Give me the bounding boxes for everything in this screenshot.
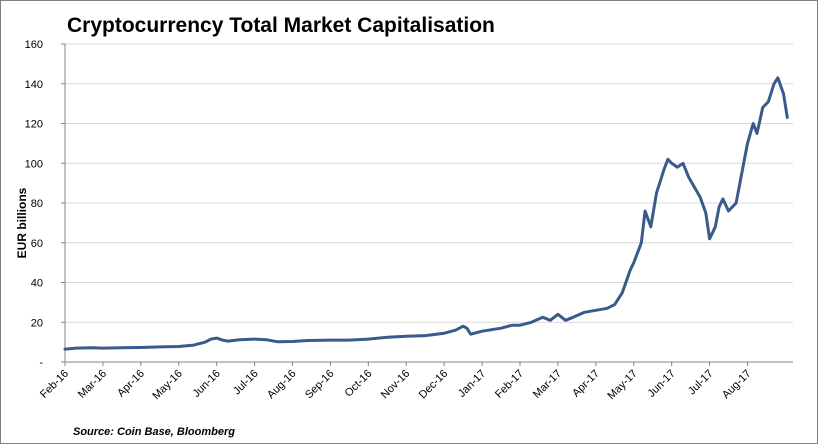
x-tick-label: Sep-16 <box>303 368 337 402</box>
y-tick-label: 60 <box>31 238 43 250</box>
y-tick-label: 120 <box>25 119 43 131</box>
series-layer <box>63 76 789 351</box>
y-tick-label: - <box>39 357 43 369</box>
y-tick-label: 40 <box>31 278 43 290</box>
gridlines <box>65 43 793 323</box>
x-tick-label: Jul-17 <box>686 368 716 398</box>
y-tick-label: 80 <box>31 198 43 210</box>
x-tick-label: May-17 <box>605 368 639 402</box>
x-tick-label: Apr-16 <box>115 368 147 400</box>
x-tick-label: May-16 <box>150 368 184 402</box>
y-tick-labels: - 20 40 60 80 100 120 140 160 <box>25 39 65 369</box>
series-line <box>63 76 789 351</box>
x-tick-label: Feb-17 <box>493 368 526 401</box>
y-axis-label: EUR billions <box>15 187 29 258</box>
y-tick-label: 100 <box>25 158 43 170</box>
x-tick-label: Apr-17 <box>570 368 602 400</box>
x-tick-label: Jun-16 <box>191 368 223 400</box>
x-tick-label: Jul-16 <box>231 368 261 398</box>
y-tick-label: 160 <box>25 39 43 51</box>
x-tick-label: Oct-16 <box>343 368 375 400</box>
x-tick-labels: Feb-16 Mar-16 Apr-16 May-16 Jun-16 Jul-16 Aug-… <box>38 362 754 402</box>
x-tick-label: Jan-17 <box>456 368 488 400</box>
x-tick-label: Mar-17 <box>531 368 564 401</box>
x-tick-label: Aug-16 <box>265 368 299 402</box>
x-tick-label: Mar-16 <box>76 368 109 401</box>
y-tick-label: 140 <box>25 79 43 91</box>
x-tick-label: Nov-16 <box>379 368 413 402</box>
x-tick-label: Dec-16 <box>417 368 451 402</box>
x-tick-label: Aug-17 <box>720 368 754 402</box>
x-tick-label: Feb-16 <box>38 368 71 401</box>
x-tick-label: Jun-17 <box>646 368 678 400</box>
source-note: Source: Coin Base, Bloomberg <box>73 426 235 438</box>
chart-title: Cryptocurrency Total Market Capitalisati… <box>67 14 495 37</box>
y-tick-label: 20 <box>31 317 43 329</box>
